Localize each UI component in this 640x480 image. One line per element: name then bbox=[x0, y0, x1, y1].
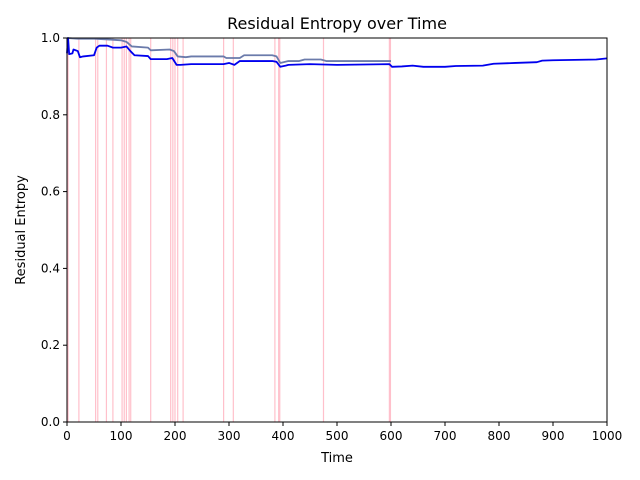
y-tick-label: 0.2 bbox=[41, 338, 60, 352]
y-axis-ticks: 0.0 0.2 0.4 0.6 0.8 1.0 bbox=[41, 31, 67, 429]
x-tick-label: 0 bbox=[63, 429, 71, 443]
x-tick-label: 1000 bbox=[592, 429, 623, 443]
x-tick-label: 800 bbox=[488, 429, 511, 443]
x-tick-label: 300 bbox=[218, 429, 241, 443]
x-axis-label: Time bbox=[320, 451, 353, 466]
y-tick-label: 0.4 bbox=[41, 261, 60, 275]
series-line-2 bbox=[66, 37, 608, 68]
y-axis-label: Residual Entropy bbox=[14, 175, 29, 285]
x-tick-label: 400 bbox=[272, 429, 295, 443]
chart-title: Residual Entropy over Time bbox=[227, 14, 447, 33]
x-tick-label: 900 bbox=[542, 429, 565, 443]
series-line-1 bbox=[66, 37, 391, 64]
y-tick-label: 0.6 bbox=[41, 185, 60, 199]
x-tick-label: 500 bbox=[326, 429, 349, 443]
y-tick-label: 0.0 bbox=[41, 415, 60, 429]
y-tick-label: 1.0 bbox=[41, 31, 60, 45]
x-tick-label: 200 bbox=[164, 429, 187, 443]
y-tick-label: 0.8 bbox=[41, 108, 60, 122]
series-lines bbox=[66, 37, 608, 68]
x-tick-label: 600 bbox=[380, 429, 403, 443]
x-axis-ticks: 0 100 200 300 400 500 600 700 800 900 1000 bbox=[63, 422, 622, 443]
event-markers bbox=[67, 38, 392, 422]
x-tick-label: 100 bbox=[110, 429, 133, 443]
x-tick-label: 700 bbox=[434, 429, 457, 443]
